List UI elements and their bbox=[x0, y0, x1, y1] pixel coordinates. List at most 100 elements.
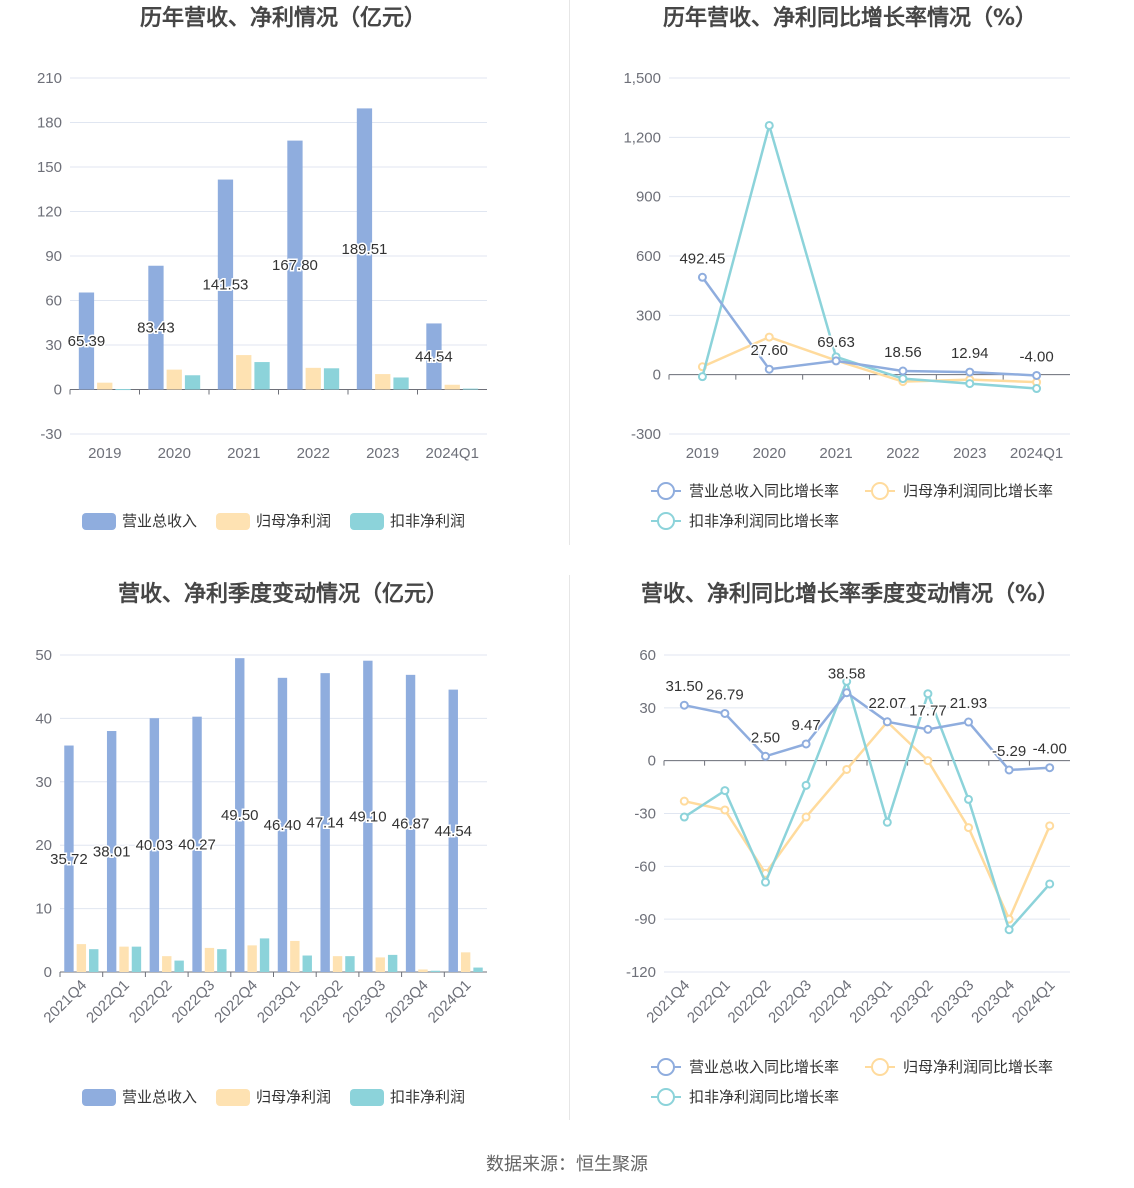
quarterly-values-xtick-label: 2022Q1 bbox=[83, 977, 133, 1027]
quarterly-growth-ytick-label: -60 bbox=[634, 858, 656, 875]
quarterly-values-bar-s0 bbox=[363, 660, 373, 972]
quarterly-growth-point-s2 bbox=[964, 794, 973, 804]
quarterly-growth-data-label: 17.77 bbox=[909, 702, 947, 719]
quarterly-values-bar-s2 bbox=[131, 946, 142, 972]
quarterly-values-bar-s0 bbox=[149, 718, 160, 972]
annual-values-ytick-label: 120 bbox=[37, 204, 62, 221]
chart-annual-growth: 历年营收、净利同比增长率情况（%） -300 0 300 600 900 1,200 1,50… bbox=[623, 5, 1070, 530]
quarterly-values-bar-s2 bbox=[473, 967, 483, 972]
annual-growth-line-s2 bbox=[701, 120, 1037, 390]
panel-annual-values: 历年营收、净利情况（亿元） -30 0 30 60 90 120 150 180 210 2019 2… bbox=[0, 0, 567, 545]
annual-growth-point-s0 bbox=[831, 356, 841, 366]
annual-values-xtick-label: 2020 bbox=[158, 445, 191, 462]
quarterly-values-data-label: 38.01 bbox=[93, 844, 131, 861]
quarterly-growth-title: 营收、净利同比增长率季度变动情况（%） bbox=[641, 581, 1059, 607]
annual-growth-point-s0 bbox=[965, 367, 975, 377]
quarterly-growth-point-s1 bbox=[964, 823, 973, 833]
quarterly-values-ytick-label: 50 bbox=[35, 647, 52, 664]
quarterly-growth-data-label: 9.47 bbox=[791, 717, 820, 734]
quarterly-values-legend-label: 营业总收入 bbox=[122, 1088, 197, 1106]
quarterly-growth-xtick-label: 2023Q2 bbox=[887, 977, 937, 1027]
quarterly-growth-point-s1 bbox=[720, 805, 730, 815]
annual-values-data-label: 141.53 bbox=[203, 277, 249, 294]
quarterly-values-bar-s0 bbox=[235, 658, 245, 972]
quarterly-values-bar-s1 bbox=[460, 952, 471, 972]
annual-values-ytick-label: 90 bbox=[45, 248, 62, 265]
annual-growth-legend-marker bbox=[871, 482, 889, 500]
quarterly-values-bar-s2 bbox=[430, 970, 441, 972]
quarterly-values-bar-s2 bbox=[345, 956, 355, 972]
quarterly-values-data-label: 47.14 bbox=[306, 815, 344, 832]
quarterly-growth-point-s1 bbox=[679, 796, 689, 806]
quarterly-growth-point-s1 bbox=[923, 756, 933, 766]
annual-growth-title: 历年营收、净利同比增长率情况（%） bbox=[663, 5, 1037, 31]
quarterly-values-xtick-label: 2023Q3 bbox=[339, 977, 389, 1027]
annual-values-ytick-label: 150 bbox=[37, 159, 62, 176]
quarterly-growth-ytick-label: 60 bbox=[639, 647, 656, 664]
quarterly-values-bar-s1 bbox=[247, 945, 257, 972]
quarterly-growth-point-s2 bbox=[679, 812, 689, 822]
annual-growth-point-s1 bbox=[764, 332, 774, 342]
quarterly-values-xtick-label: 2023Q4 bbox=[382, 977, 432, 1027]
quarterly-growth-legend-marker bbox=[871, 1058, 889, 1076]
quarterly-values-bar-s2 bbox=[174, 960, 184, 972]
quarterly-growth-ytick-label: 0 bbox=[648, 753, 656, 770]
quarterly-growth-point-s0 bbox=[1045, 763, 1055, 773]
quarterly-growth-line-s0 bbox=[684, 691, 1050, 772]
annual-values-data-label: 83.43 bbox=[137, 320, 175, 337]
quarterly-growth-ytick-label: -30 bbox=[634, 806, 656, 823]
annual-growth-point-s0 bbox=[697, 272, 707, 282]
annual-growth-legend-label: 归母净利润同比增长率 bbox=[903, 482, 1053, 500]
quarterly-growth-point-s2 bbox=[842, 676, 852, 686]
quarterly-growth-point-s0 bbox=[923, 724, 933, 734]
quarterly-growth-point-s0 bbox=[761, 751, 770, 761]
annual-values-xtick-label: 2023 bbox=[366, 445, 399, 462]
annual-growth-ytick-label: 0 bbox=[653, 367, 661, 384]
quarterly-values-xtick-label: 2022Q4 bbox=[211, 977, 261, 1027]
annual-values-ytick-label: 60 bbox=[45, 293, 62, 310]
annual-growth-xtick-label: 2023 bbox=[953, 445, 986, 462]
quarterly-values-bar-s1 bbox=[332, 956, 343, 972]
annual-values-bar-s1 bbox=[305, 367, 321, 390]
quarterly-values-bar-s1 bbox=[162, 956, 172, 972]
divider-bottom bbox=[569, 575, 570, 1120]
annual-growth-data-label: 12.94 bbox=[951, 345, 989, 362]
annual-growth-line-s0 bbox=[701, 276, 1037, 377]
quarterly-growth-xtick-label: 2024Q1 bbox=[1009, 977, 1059, 1027]
quarterly-growth-ytick-label: -120 bbox=[626, 964, 656, 981]
quarterly-growth-data-label: 31.50 bbox=[666, 678, 704, 695]
quarterly-values-legend-swatch bbox=[82, 1089, 116, 1106]
annual-growth-xtick-label: 2021 bbox=[819, 445, 852, 462]
quarterly-growth-xtick-label: 2022Q3 bbox=[765, 977, 815, 1027]
quarterly-growth-legend-label: 营业总收入同比增长率 bbox=[689, 1058, 839, 1076]
annual-growth-data-label: 492.45 bbox=[679, 250, 725, 267]
annual-growth-point-s2 bbox=[965, 379, 975, 389]
annual-growth-data-label: 69.63 bbox=[817, 334, 855, 351]
quarterly-growth-point-s0 bbox=[1004, 765, 1014, 775]
quarterly-values-bar-s2 bbox=[387, 954, 398, 972]
quarterly-growth-point-s2 bbox=[761, 877, 770, 887]
annual-growth-ytick-label: 1,500 bbox=[623, 70, 661, 87]
quarterly-values-bar-s2 bbox=[259, 938, 270, 972]
quarterly-values-bar-s1 bbox=[119, 946, 129, 972]
annual-values-legend-label: 营业总收入 bbox=[122, 512, 197, 530]
annual-growth-xtick-label: 2024Q1 bbox=[1010, 445, 1063, 462]
quarterly-growth-legend-marker bbox=[657, 1058, 675, 1076]
annual-values-legend-swatch bbox=[350, 513, 384, 530]
quarterly-growth-legend-label: 归母净利润同比增长率 bbox=[903, 1058, 1053, 1076]
quarterly-values-bar-s0 bbox=[64, 745, 74, 972]
annual-values-bar-s2 bbox=[393, 377, 409, 390]
quarterly-values-bar-s2 bbox=[89, 949, 99, 972]
annual-growth-point-s2 bbox=[697, 372, 707, 382]
annual-values-bar-s2 bbox=[462, 388, 479, 390]
annual-growth-xtick-label: 2019 bbox=[686, 445, 719, 462]
quarterly-growth-point-s0 bbox=[679, 700, 689, 710]
annual-growth-legend-marker bbox=[657, 482, 675, 500]
annual-growth-line-s1 bbox=[701, 335, 1037, 384]
annual-values-bar-s1 bbox=[166, 369, 182, 390]
annual-values-legend-swatch bbox=[82, 513, 116, 530]
annual-values-xtick-label: 2022 bbox=[297, 445, 330, 462]
annual-values-xtick-label: 2024Q1 bbox=[426, 445, 479, 462]
quarterly-growth-point-s2 bbox=[882, 817, 892, 827]
annual-values-legend-label: 扣非净利润 bbox=[390, 512, 465, 530]
